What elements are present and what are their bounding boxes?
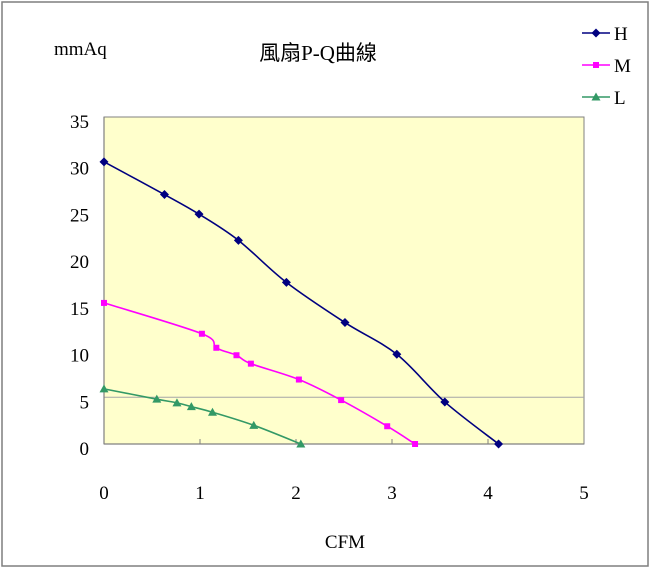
x-tick-label: 0 [99,483,109,504]
series-l-point [152,394,162,403]
x-tick-label: 4 [483,483,493,504]
series-h-point [340,318,350,328]
series-m-point [338,397,345,404]
plot-area [103,116,585,445]
x-tick-label: 3 [387,483,397,504]
series-m-point [295,376,302,383]
x-tick-label: 1 [195,483,205,504]
y-tick-label: 10 [70,346,89,367]
y-tick-label: 30 [70,159,89,180]
series-h-point [99,157,109,167]
y-tick-label: 25 [70,205,89,226]
legend-marker-h [591,28,601,38]
y-tick-label: 35 [70,112,89,133]
legend-marker-m [593,62,599,68]
series-l-point [249,420,259,429]
x-axis: 0 1 2 3 4 5 [99,439,589,504]
series-h-point [392,349,402,359]
series-m-point [198,330,205,337]
legend-item-m: M [582,56,631,77]
series-m-point [247,360,254,367]
series-l-point [99,384,109,393]
series-h [99,157,504,449]
series-h-point [194,209,204,219]
y-tick-label: 0 [80,439,90,460]
series-m-point [213,344,220,351]
x-axis-title: CFM [325,532,365,553]
legend-label-h: H [614,24,628,45]
series-m-point [233,352,240,359]
chart-title: 風扇P-Q曲線 [259,41,377,65]
series-layer [99,157,504,449]
series-m [101,299,419,447]
series-l-point [172,398,182,407]
legend-item-h: H [582,24,628,45]
legend: HML [582,24,631,109]
series-l-point [296,439,306,448]
y-tick-label: 5 [80,392,90,413]
series-h-point [494,439,504,449]
series-h-point [159,190,169,200]
legend-label-m: M [614,56,631,77]
legend-marker-l [591,92,601,101]
series-m-point [384,423,391,430]
series-l-point [207,407,217,416]
series-h-point [233,235,243,245]
y-axis-unit-label: mmAq [54,39,107,60]
series-l [99,384,306,448]
legend-item-l: L [582,88,626,109]
series-h-point [440,397,450,407]
series-m-point [412,441,419,447]
legend-label-l: L [614,88,626,109]
x-tick-label: 5 [579,483,589,504]
series-m-point [101,299,107,306]
series-h-point [281,277,291,287]
x-tick-label: 2 [291,483,301,504]
series-l-point [186,402,196,411]
y-tick-label: 20 [70,252,89,273]
y-tick-label: 15 [70,299,89,320]
